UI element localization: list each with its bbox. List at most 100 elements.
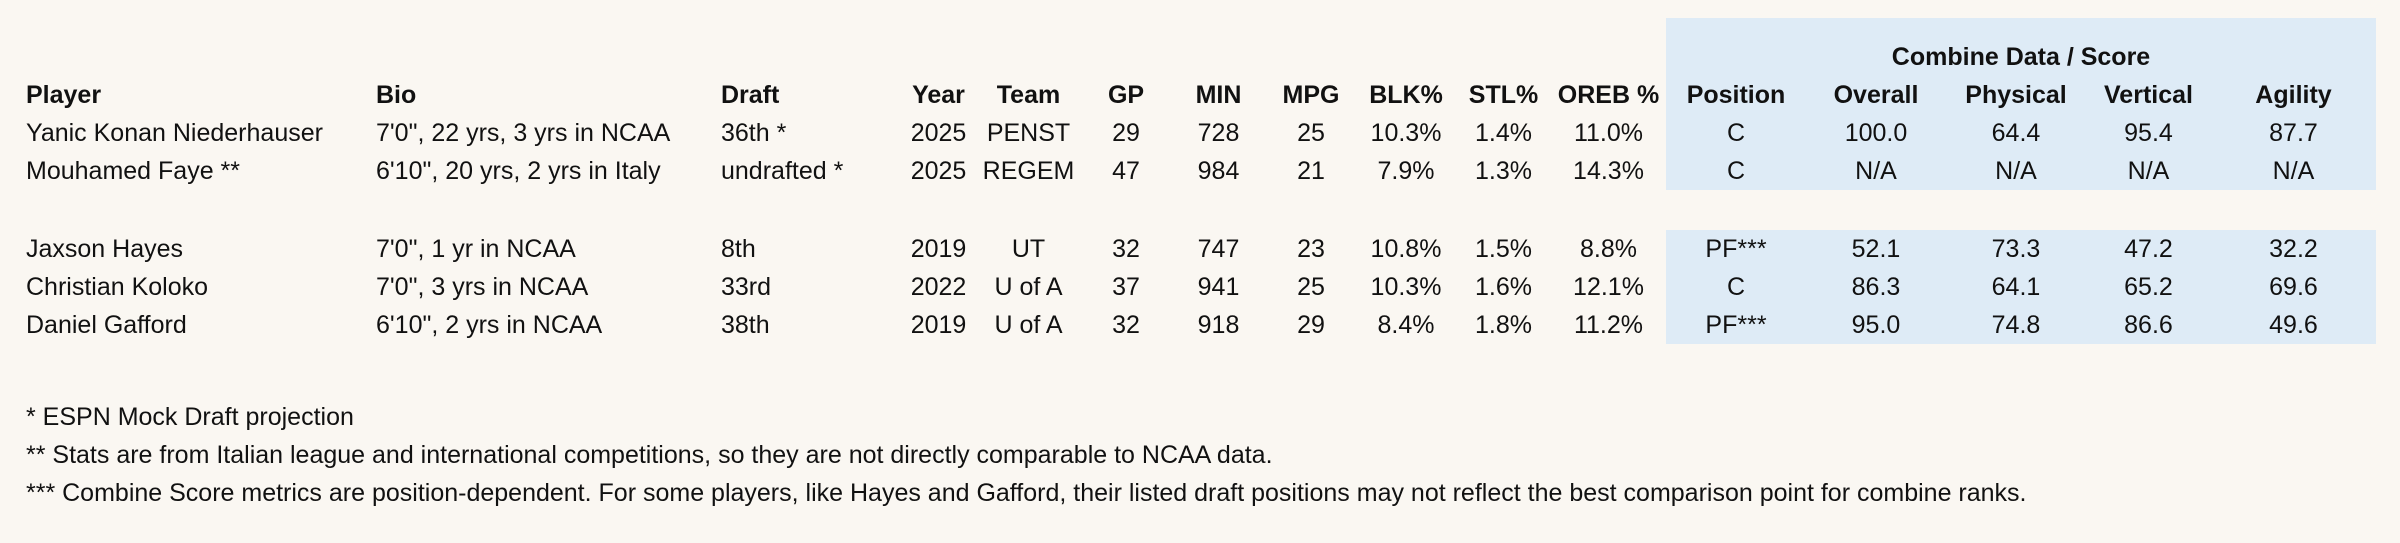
header-mpg: MPG xyxy=(1282,80,1340,109)
player-blk: 8.4% xyxy=(1377,310,1435,339)
player-name: Mouhamed Faye ** xyxy=(26,156,241,185)
header-physical: Physical xyxy=(1946,76,2086,114)
player-agility: 32.2 xyxy=(2211,230,2376,268)
player-physical: 73.3 xyxy=(1946,230,2086,268)
player-year: 2025 xyxy=(910,118,967,147)
player-draft: 38th xyxy=(721,310,770,339)
player-stl: 1.8% xyxy=(1475,310,1532,339)
player-gp: 37 xyxy=(1112,272,1140,301)
header-overall: Overall xyxy=(1806,76,1946,114)
player-oreb: 14.3% xyxy=(1573,156,1644,185)
footnote-italian-league: ** Stats are from Italian league and int… xyxy=(26,441,1273,469)
player-mpg: 25 xyxy=(1297,118,1325,147)
player-year: 2022 xyxy=(910,272,967,301)
player-mpg: 25 xyxy=(1297,272,1325,301)
player-position: PF*** xyxy=(1666,230,1806,268)
player-draft: 36th * xyxy=(721,118,787,147)
player-team: UT xyxy=(1011,234,1046,263)
player-agility: 87.7 xyxy=(2211,114,2376,152)
footnotes: * ESPN Mock Draft projection ** Stats ar… xyxy=(26,398,2027,512)
player-min: 728 xyxy=(1197,118,1240,147)
player-min: 941 xyxy=(1197,272,1240,301)
player-vertical: 95.4 xyxy=(2086,114,2211,152)
player-bio: 6'10", 20 yrs, 2 yrs in Italy xyxy=(376,156,661,185)
player-blk: 10.3% xyxy=(1370,272,1442,301)
header-stl: STL% xyxy=(1468,80,1539,109)
player-blk: 10.8% xyxy=(1370,234,1442,263)
player-bio: 7'0", 1 yr in NCAA xyxy=(376,234,576,263)
player-min: 984 xyxy=(1197,156,1240,185)
player-physical: N/A xyxy=(1946,152,2086,190)
player-gp: 32 xyxy=(1112,310,1140,339)
player-overall: 52.1 xyxy=(1806,230,1946,268)
player-gp: 47 xyxy=(1112,156,1140,185)
player-oreb: 11.2% xyxy=(1573,310,1644,339)
player-draft: 33rd xyxy=(721,272,772,301)
player-oreb: 12.1% xyxy=(1573,272,1644,301)
header-row: Player Bio Draft Year Team GP MIN MPG BL… xyxy=(26,76,2376,114)
combine-data-title: Combine Data / Score xyxy=(1666,38,2376,76)
player-name: Christian Koloko xyxy=(26,272,209,301)
header-bio: Bio xyxy=(376,80,417,109)
player-mpg: 23 xyxy=(1297,234,1325,263)
player-team: REGEM xyxy=(982,156,1075,185)
player-agility: N/A xyxy=(2211,152,2376,190)
player-stl: 1.6% xyxy=(1475,272,1532,301)
player-comparison-table: Combine Data / Score Player Bio Draft Ye… xyxy=(26,18,2376,344)
player-physical: 74.8 xyxy=(1946,306,2086,344)
player-team: PENST xyxy=(986,118,1071,147)
header-draft: Draft xyxy=(721,80,780,109)
player-overall: 100.0 xyxy=(1806,114,1946,152)
player-overall: 95.0 xyxy=(1806,306,1946,344)
player-team: U of A xyxy=(994,310,1063,339)
header-vertical: Vertical xyxy=(2086,76,2211,114)
player-agility: 69.6 xyxy=(2211,268,2376,306)
table-row: Mouhamed Faye ** 6'10", 20 yrs, 2 yrs in… xyxy=(26,152,2376,190)
player-stl: 1.4% xyxy=(1475,118,1532,147)
player-year: 2019 xyxy=(910,310,967,339)
header-player: Player xyxy=(26,80,102,109)
player-min: 747 xyxy=(1197,234,1240,263)
player-draft: 8th xyxy=(721,234,756,263)
player-physical: 64.1 xyxy=(1946,268,2086,306)
header-min: MIN xyxy=(1195,80,1242,109)
table-row: Daniel Gafford 6'10", 2 yrs in NCAA 38th… xyxy=(26,306,2376,344)
player-name: Daniel Gafford xyxy=(26,310,187,339)
header-position: Position xyxy=(1666,76,1806,114)
player-team: U of A xyxy=(994,272,1063,301)
player-bio: 6'10", 2 yrs in NCAA xyxy=(376,310,603,339)
footnote-combine-position: *** Combine Score metrics are position-d… xyxy=(26,479,2027,507)
header-year: Year xyxy=(912,80,965,109)
player-gp: 29 xyxy=(1112,118,1140,147)
player-min: 918 xyxy=(1197,310,1240,339)
footnote-espn-mock-draft: * ESPN Mock Draft projection xyxy=(26,403,354,431)
player-stl: 1.5% xyxy=(1475,234,1532,263)
player-name: Yanic Konan Niederhauser xyxy=(26,118,323,147)
player-blk: 10.3% xyxy=(1370,118,1442,147)
player-vertical: 86.6 xyxy=(2086,306,2211,344)
combine-title-row: Combine Data / Score xyxy=(26,38,2376,76)
player-position: C xyxy=(1666,152,1806,190)
player-position: C xyxy=(1666,114,1806,152)
player-vertical: 65.2 xyxy=(2086,268,2211,306)
header-team: Team xyxy=(996,80,1061,109)
table-row: Christian Koloko 7'0", 3 yrs in NCAA 33r… xyxy=(26,268,2376,306)
player-vertical: 47.2 xyxy=(2086,230,2211,268)
player-physical: 64.4 xyxy=(1946,114,2086,152)
table-row: Jaxson Hayes 7'0", 1 yr in NCAA 8th 2019… xyxy=(26,230,2376,268)
player-year: 2019 xyxy=(910,234,967,263)
player-overall: 86.3 xyxy=(1806,268,1946,306)
stats-table-container: Combine Data / Score Player Bio Draft Ye… xyxy=(26,18,2376,344)
player-gp: 32 xyxy=(1112,234,1140,263)
header-agility: Agility xyxy=(2211,76,2376,114)
player-bio: 7'0", 22 yrs, 3 yrs in NCAA xyxy=(376,118,671,147)
player-mpg: 21 xyxy=(1297,156,1325,185)
player-vertical: N/A xyxy=(2086,152,2211,190)
header-oreb: OREB % xyxy=(1557,80,1660,109)
player-position: PF*** xyxy=(1666,306,1806,344)
player-oreb: 8.8% xyxy=(1580,234,1637,263)
player-stl: 1.3% xyxy=(1475,156,1532,185)
player-overall: N/A xyxy=(1806,152,1946,190)
player-name: Jaxson Hayes xyxy=(26,234,184,263)
player-bio: 7'0", 3 yrs in NCAA xyxy=(376,272,589,301)
